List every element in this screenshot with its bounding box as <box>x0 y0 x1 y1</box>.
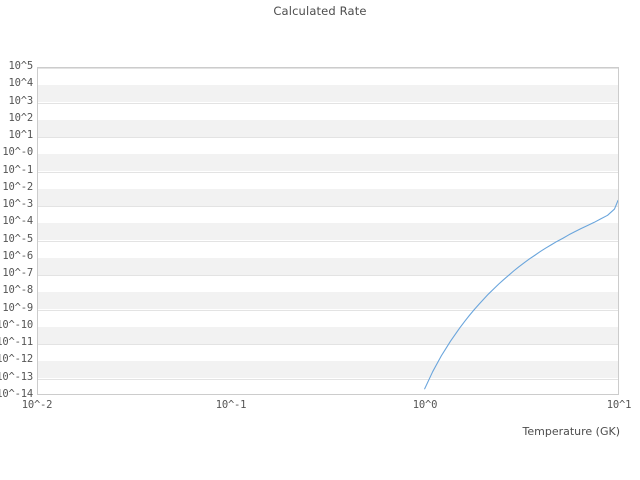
grid-line <box>38 379 618 380</box>
y-axis-tick-label: 10^2 <box>8 111 34 124</box>
grid-line <box>38 344 618 345</box>
grid-band <box>38 292 618 309</box>
grid-band <box>38 120 618 137</box>
y-axis-tick-label: 10^-12 <box>0 353 33 366</box>
x-axis-label: Temperature (GK) <box>522 425 621 438</box>
y-axis-tick-label: 10^4 <box>8 77 34 90</box>
y-axis-tick-label: 10^5 <box>8 60 34 72</box>
x-axis-tick-label: 10^-1 <box>215 399 247 411</box>
series-line-calculated-rate <box>424 199 618 390</box>
plot-area <box>37 67 619 395</box>
x-axis-tick-label: 10^-2 <box>21 399 53 411</box>
y-axis-tick-label: 10^1 <box>8 129 34 142</box>
grid-band <box>38 189 618 206</box>
grid-line <box>38 137 618 138</box>
grid-band <box>38 258 618 275</box>
y-axis-tick-label: 10^-2 <box>2 180 33 193</box>
y-axis-tick-label: 10^-1 <box>2 163 33 176</box>
grid-line <box>38 275 618 276</box>
y-axis-tick-label: 10^-13 <box>0 370 33 383</box>
grid-line <box>38 172 618 173</box>
y-axis-tick-label: 10^-5 <box>2 232 33 245</box>
grid-line <box>38 68 618 69</box>
grid-line <box>38 310 618 311</box>
y-axis-tick-label: 10^-9 <box>2 301 33 314</box>
x-axis-tick-label: 10^0 <box>412 399 438 411</box>
grid-line <box>38 241 618 242</box>
grid-band <box>38 85 618 102</box>
grid-band <box>38 327 618 344</box>
data-curve-svg <box>424 199 618 390</box>
y-axis-tick-label: 10^3 <box>8 94 34 107</box>
y-axis-tick-labels: 10^5 10^4 10^3 10^2 10^1 10^-0 10^-1 10^-2 10^-3… <box>0 60 37 405</box>
y-axis-tick-label: 10^-7 <box>2 267 33 280</box>
grid-line <box>38 206 618 207</box>
x-axis-tick-label: 10^1 <box>606 399 632 411</box>
y-axis-tick-label: 10^-10 <box>0 318 33 331</box>
grid-line <box>38 103 618 104</box>
y-axis-tick-label: 10^-11 <box>0 336 33 349</box>
y-axis-tick-label: 10^-8 <box>2 284 33 297</box>
chart-title: Calculated Rate <box>273 4 367 18</box>
y-axis-tick-label: 10^-0 <box>2 146 33 159</box>
y-axis-tick-label: 10^-14 <box>0 388 33 400</box>
grid-band <box>38 154 618 171</box>
y-axis-tick-label: 10^-4 <box>2 215 33 228</box>
grid-band <box>38 223 618 240</box>
y-axis-tick-label: 10^-3 <box>2 198 33 211</box>
y-axis-tick-label: 10^-6 <box>2 249 33 262</box>
grid-band <box>38 361 618 378</box>
